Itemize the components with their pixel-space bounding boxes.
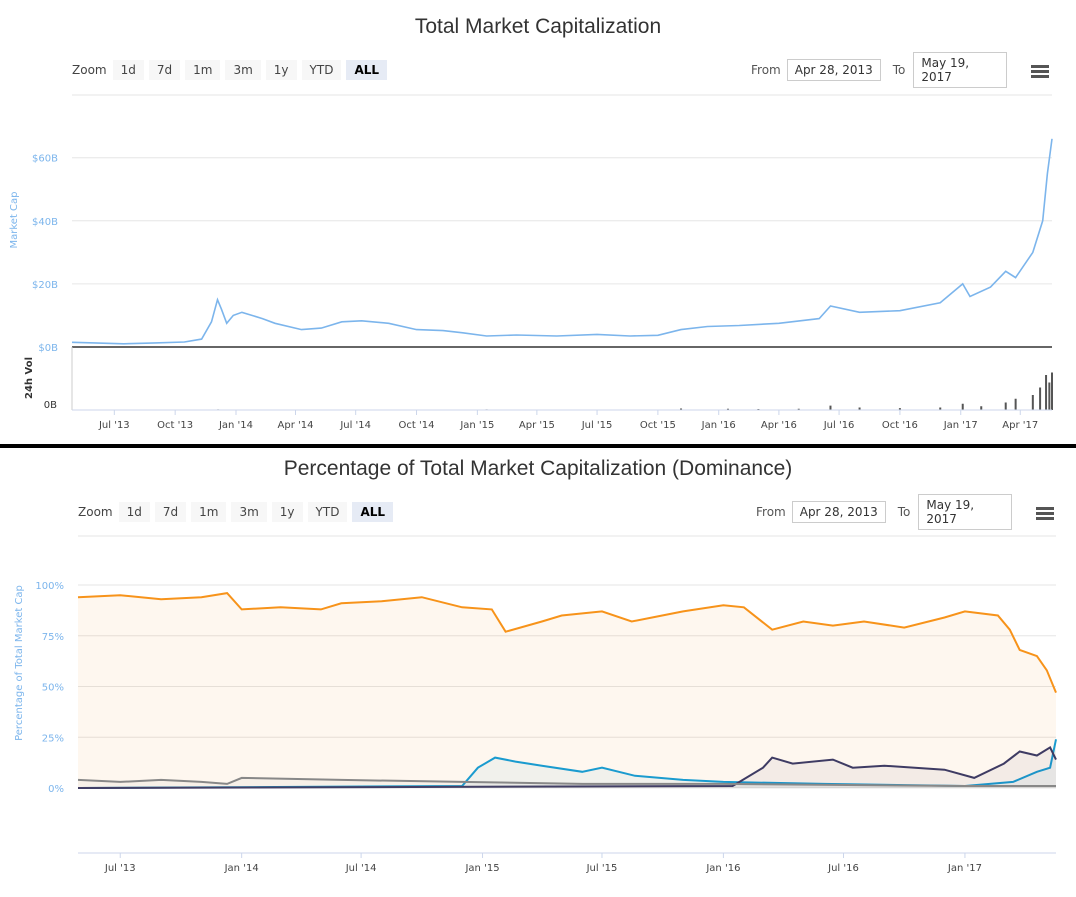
zoom-1d-button[interactable]: 1d — [112, 60, 144, 80]
date-range: From Apr 28, 2013 To May 19, 2017 — [756, 494, 1013, 530]
volume-bar — [1014, 398, 1017, 410]
y-tick-label: 75% — [42, 632, 64, 643]
x-tick-label: Jul '14 — [339, 420, 371, 431]
y-tick-label: $20B — [32, 280, 58, 291]
series-line — [77, 745, 1057, 789]
y-tick-label: 100% — [35, 581, 64, 592]
to-label: To — [892, 63, 906, 77]
market-cap-chart-panel: Total Market Capitalization Zoom 1d 7d 1… — [0, 0, 1076, 444]
x-tick-label: Jan '17 — [943, 420, 978, 431]
y-tick-label: $40B — [32, 217, 58, 228]
from-label: From — [756, 505, 786, 519]
zoom-toolbar: Zoom 1d 7d 1m 3m 1y YTD ALL — [78, 500, 398, 524]
x-tick-label: Jan '16 — [705, 863, 740, 874]
y-tick-label: 50% — [42, 683, 64, 694]
chart-title: Percentage of Total Market Capitalizatio… — [283, 457, 793, 480]
volume-bar — [961, 403, 964, 410]
volume-bar — [797, 408, 800, 410]
zoom-ytd-button[interactable]: YTD — [307, 502, 348, 522]
zoom-label: Zoom — [72, 63, 107, 77]
volume-bar — [858, 407, 861, 410]
zoom-all-button[interactable]: ALL — [346, 60, 388, 80]
x-tick-label: Jul '16 — [827, 863, 859, 874]
y-tick-label: 0% — [48, 784, 64, 795]
x-tick-label: Apr '16 — [761, 420, 797, 431]
x-tick-label: Jul '15 — [586, 863, 618, 874]
hamburger-menu-icon[interactable] — [1036, 507, 1054, 521]
x-tick-label: Jan '15 — [464, 863, 499, 874]
zoom-1y-button[interactable]: 1y — [271, 502, 303, 522]
zoom-3m-button[interactable]: 3m — [225, 60, 261, 80]
x-tick-label: Jul '16 — [823, 420, 855, 431]
zoom-7d-button[interactable]: 7d — [148, 60, 181, 80]
volume-bar — [1004, 402, 1007, 410]
volume-bar — [829, 405, 832, 410]
zoom-7d-button[interactable]: 7d — [154, 502, 187, 522]
series-line — [77, 592, 1057, 693]
volume-bar — [726, 408, 729, 410]
y-axis-title: Percentage of Total Market Cap — [14, 585, 25, 741]
volume-bar — [1031, 395, 1034, 410]
volume-bar — [898, 408, 901, 410]
date-range: From Apr 28, 2013 To May 19, 2017 — [751, 52, 1008, 88]
y-axis-title: Market Cap — [9, 191, 20, 248]
zoom-toolbar: Zoom 1d 7d 1m 3m 1y YTD ALL — [72, 58, 392, 82]
series-area — [78, 747, 1056, 788]
x-tick-label: Jul '13 — [104, 863, 136, 874]
volume-bar — [1048, 382, 1051, 410]
y-axis-title: 24h Vol — [24, 357, 35, 399]
y-tick-label: $60B — [32, 154, 58, 165]
zoom-all-button[interactable]: ALL — [352, 502, 394, 522]
x-tick-label: Jan '16 — [701, 420, 736, 431]
from-date-input[interactable]: Apr 28, 2013 — [791, 501, 886, 523]
zoom-ytd-button[interactable]: YTD — [301, 60, 342, 80]
hamburger-menu-icon[interactable] — [1031, 65, 1049, 79]
series-line — [77, 776, 1056, 787]
x-tick-label: Jan '17 — [947, 863, 982, 874]
x-tick-label: Oct '13 — [157, 420, 193, 431]
volume-bar — [939, 407, 942, 410]
from-label: From — [751, 63, 781, 77]
y-tick-label: 25% — [42, 733, 64, 744]
series-area — [78, 739, 1056, 788]
series-area — [78, 593, 1056, 788]
volume-bar — [1045, 375, 1048, 410]
x-tick-label: Apr '14 — [278, 420, 314, 431]
chart-title: Total Market Capitalization — [414, 15, 662, 38]
volume-bar — [980, 406, 983, 410]
panel-separator — [0, 444, 1076, 448]
x-tick-label: Jan '14 — [224, 863, 259, 874]
x-tick-label: Jul '15 — [581, 420, 613, 431]
zoom-1d-button[interactable]: 1d — [118, 502, 150, 522]
from-date-input[interactable]: Apr 28, 2013 — [786, 59, 881, 81]
to-label: To — [897, 505, 911, 519]
x-tick-label: Jan '14 — [218, 420, 253, 431]
dominance-chart: 0% 25% 50% 75% 100% Percentage of Total Marke… — [14, 535, 1057, 874]
x-tick-label: Jul '14 — [345, 863, 377, 874]
x-tick-label: Apr '15 — [519, 420, 555, 431]
zoom-3m-button[interactable]: 3m — [231, 502, 267, 522]
x-tick-label: Oct '15 — [640, 420, 676, 431]
to-date-input[interactable]: May 19, 2017 — [918, 494, 1013, 530]
volume-bar — [1039, 387, 1042, 410]
series-line — [77, 739, 1057, 789]
series-line-market-cap — [71, 138, 1053, 345]
volume-bar — [680, 408, 683, 410]
x-tick-label: Oct '14 — [399, 420, 435, 431]
x-tick-label: Apr '17 — [1002, 420, 1038, 431]
x-tick-label: Oct '16 — [882, 420, 918, 431]
to-date-input[interactable]: May 19, 2017 — [913, 52, 1008, 88]
y-tick-label: $0B — [38, 343, 58, 354]
dominance-chart-panel: Percentage of Total Market Capitalizatio… — [0, 448, 1076, 897]
zoom-1m-button[interactable]: 1m — [191, 502, 227, 522]
x-tick-label: Jul '13 — [98, 420, 130, 431]
zoom-1m-button[interactable]: 1m — [185, 60, 221, 80]
volume-bar — [1051, 372, 1053, 410]
market-cap-chart: $0B $20B $40B $60B Market Cap 0B 24h Vol Jul '1… — [9, 94, 1053, 431]
zoom-1y-button[interactable]: 1y — [265, 60, 297, 80]
y-tick-label: 0B — [44, 400, 57, 411]
x-tick-label: Jan '15 — [459, 420, 494, 431]
zoom-label: Zoom — [78, 505, 113, 519]
